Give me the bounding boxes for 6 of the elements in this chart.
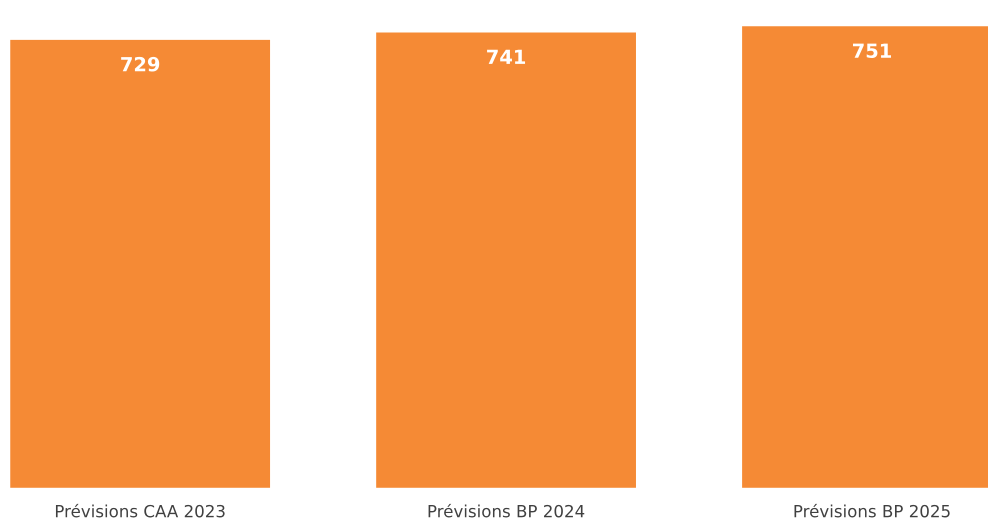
x-tick-label: Prévisions BP 2025 [794,504,950,518]
x-tick-label: Prévisions CAA 2023 [56,504,225,518]
data-label: 741 [487,50,526,64]
data-label: 751 [853,44,891,58]
x-tick-label: Prévisions BP 2024 [428,504,584,518]
data-label: 729 [121,56,160,72]
